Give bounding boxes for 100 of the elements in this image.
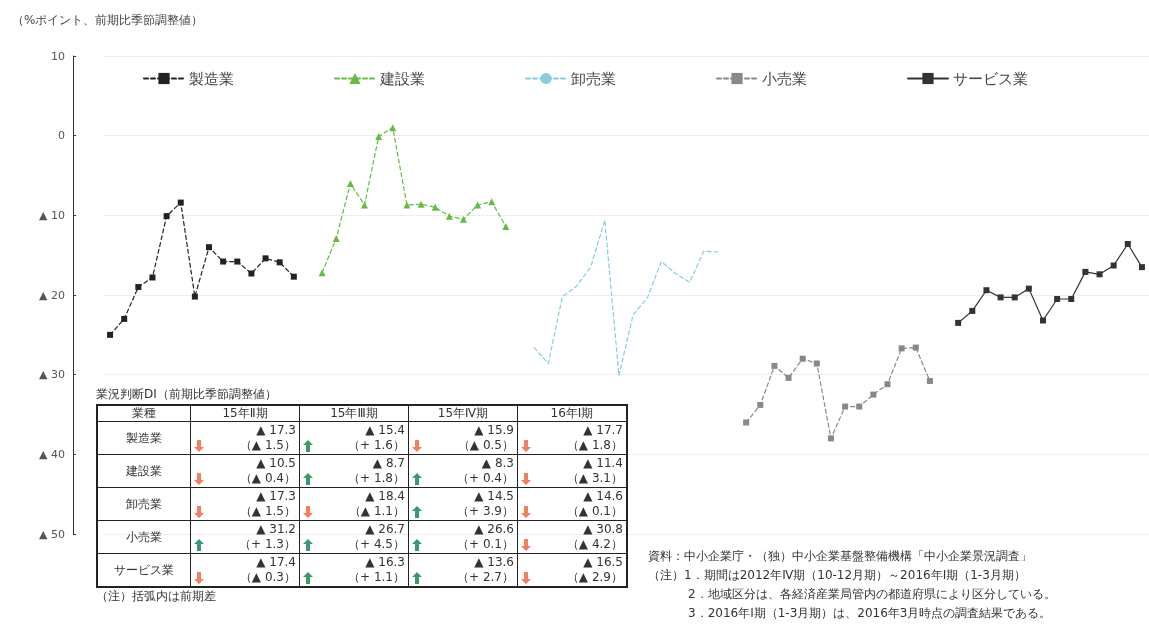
point xyxy=(248,270,255,277)
y-tick-label: ▲ 10 xyxy=(39,208,65,222)
text: 資料：中小企業庁・（独）中小企業基盤整備機構「中小企業景況調査」 xyxy=(648,549,1032,563)
text: （▲ 3.1） xyxy=(566,471,623,485)
text: （▲ 2.9） xyxy=(566,570,623,584)
text: （注）括弧内は前期差 xyxy=(96,588,217,605)
text: ▲ 17.3 xyxy=(256,489,296,503)
category-label: 製造業 xyxy=(126,430,162,445)
point xyxy=(431,203,439,211)
text: ▲ 14.6 xyxy=(583,489,623,503)
y-tick-label: ▲ 30 xyxy=(39,368,65,382)
point xyxy=(969,307,976,314)
point xyxy=(177,199,184,206)
point xyxy=(842,403,849,410)
point xyxy=(799,355,806,362)
text: ▲ 16.5 xyxy=(583,555,623,569)
text: ▲ 11.4 xyxy=(583,456,623,470)
point xyxy=(743,419,750,426)
text: ▲ 26.6 xyxy=(474,522,514,536)
text: ▲ 8.7 xyxy=(372,456,405,470)
text: （▲ 1.8） xyxy=(566,438,623,452)
category-label: 15年Ⅲ期 xyxy=(299,405,409,422)
category-label: 業種 xyxy=(97,405,191,422)
text: （+ 3.9） xyxy=(457,504,514,518)
text: （+ 0.4） xyxy=(457,471,514,485)
point xyxy=(955,319,962,326)
text: （▲ 0.5） xyxy=(457,438,514,452)
text: （+ 1.8） xyxy=(348,471,405,485)
y-tick-label: ▲ 20 xyxy=(39,288,65,302)
text: （+ 1.6） xyxy=(348,438,405,452)
point xyxy=(290,273,297,280)
text: ▲ 17.4 xyxy=(256,555,296,569)
point xyxy=(1138,264,1145,271)
y-tick-label: ▲ 40 xyxy=(39,447,65,461)
point xyxy=(785,374,792,381)
text: （▲ 1.5） xyxy=(239,504,296,518)
point xyxy=(983,287,990,294)
category-label: 建設業 xyxy=(126,463,162,478)
text: ▲ 16.3 xyxy=(365,555,405,569)
y-tick-label: 10 xyxy=(51,49,65,63)
point xyxy=(220,258,227,265)
text: ▲ 18.4 xyxy=(365,489,405,503)
point xyxy=(107,331,114,338)
category-label: 16年Ⅰ期 xyxy=(517,405,627,422)
point xyxy=(135,284,142,291)
point xyxy=(827,435,834,442)
text: ▲ 26.7 xyxy=(365,522,405,536)
legend-label: 小売業 xyxy=(762,69,807,88)
point xyxy=(771,362,778,369)
point xyxy=(276,259,283,266)
legend-label: 卸売業 xyxy=(571,69,616,88)
point xyxy=(1025,285,1032,292)
point xyxy=(234,258,241,265)
point xyxy=(1068,295,1075,302)
text: （+ 0.1） xyxy=(457,537,514,551)
legend-label: 建設業 xyxy=(379,69,425,88)
point xyxy=(856,403,863,410)
text: （+ 1.3） xyxy=(239,537,296,551)
text: （▲ 4.2） xyxy=(566,537,623,551)
text: 2．地域区分は、各経済産業局管内の都道府県により区分している。 xyxy=(688,587,1056,601)
text: ▲ 17.7 xyxy=(583,423,623,437)
point xyxy=(912,344,919,351)
point xyxy=(163,213,170,220)
legend-label: サービス業 xyxy=(953,69,1028,88)
point xyxy=(1082,268,1089,275)
text: ▲ 10.5 xyxy=(256,456,296,470)
point xyxy=(997,294,1004,301)
text: （注）1．期間は2012年Ⅳ期（10-12月期）～2016年Ⅰ期（1-3月期） xyxy=(648,568,1026,582)
text: （▲ 1.5） xyxy=(239,438,296,452)
text: ▲ 13.6 xyxy=(474,555,514,569)
point xyxy=(318,269,326,277)
text: （▲ 1.1） xyxy=(348,504,405,518)
point xyxy=(926,378,933,385)
text: （▲ 0.3） xyxy=(239,570,296,584)
category-label: サービス業 xyxy=(114,562,174,577)
point xyxy=(813,360,820,367)
y-tick-label: 0 xyxy=(58,129,65,143)
point xyxy=(1011,294,1018,301)
y-tick-label: ▲ 50 xyxy=(39,527,65,541)
text: 業況判断DI（前期比季節調整値） xyxy=(96,386,278,403)
point xyxy=(884,381,891,388)
point xyxy=(191,293,198,300)
point xyxy=(361,201,368,209)
point xyxy=(262,255,269,262)
point xyxy=(445,212,453,220)
text: （+ 1.1） xyxy=(348,570,405,584)
point xyxy=(1054,295,1061,302)
point xyxy=(121,315,128,322)
text: （+ 2.7） xyxy=(457,570,514,584)
text: ▲ 17.3 xyxy=(256,423,296,437)
text: （+ 4.5） xyxy=(348,537,405,551)
point xyxy=(375,132,383,140)
text: ▲ 15.9 xyxy=(474,423,514,437)
point xyxy=(149,274,156,281)
text: ▲ 14.5 xyxy=(474,489,514,503)
text: ▲ 8.3 xyxy=(481,456,514,470)
text: ▲ 15.4 xyxy=(365,423,405,437)
point xyxy=(1110,262,1117,269)
point xyxy=(757,401,764,408)
point xyxy=(1124,241,1131,248)
